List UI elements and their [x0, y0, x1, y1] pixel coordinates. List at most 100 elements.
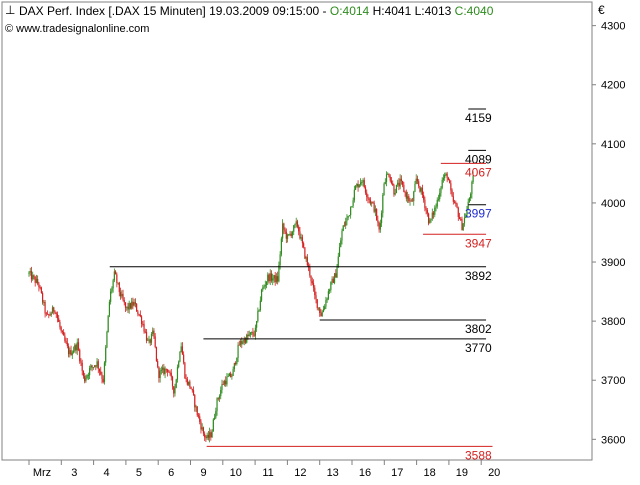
- x-tick-label: Mrz: [33, 467, 51, 479]
- candle-body: [357, 183, 359, 188]
- candle-body: [451, 190, 453, 197]
- candle-body: [284, 229, 286, 232]
- candle-body: [382, 194, 384, 214]
- candle-body: [179, 352, 181, 362]
- candle-body: [60, 327, 62, 332]
- candle-body: [335, 273, 337, 278]
- candle-body: [67, 346, 70, 355]
- candle-body: [137, 311, 139, 315]
- candle-body: [158, 366, 160, 378]
- candle-body: [53, 307, 55, 312]
- candle-body: [90, 365, 92, 369]
- candle-body: [49, 314, 51, 316]
- candle-body: [288, 234, 290, 235]
- candle-body: [108, 301, 111, 316]
- plot-border: [1, 1, 593, 461]
- candle-body: [143, 323, 145, 332]
- candle-body: [336, 267, 338, 278]
- candle-body: [85, 378, 87, 382]
- candle-body: [144, 331, 146, 333]
- candle-body: [139, 314, 141, 317]
- candle-body: [311, 281, 313, 284]
- candle-body: [385, 174, 388, 182]
- candle-body: [92, 366, 94, 368]
- candle-body: [142, 323, 144, 325]
- x-tick-label: 4: [104, 467, 110, 479]
- candle-body: [220, 389, 222, 397]
- candle-body: [180, 346, 182, 353]
- candle-body: [265, 281, 268, 286]
- candle-body: [209, 432, 211, 438]
- candle-body: [159, 370, 161, 378]
- candle-body: [353, 189, 355, 201]
- candle-body: [132, 301, 134, 306]
- candle-body: [458, 216, 461, 220]
- candle-body: [346, 217, 348, 222]
- candle-body: [403, 184, 405, 192]
- level-label-4089: 4089: [465, 152, 492, 166]
- candle-body: [408, 196, 410, 202]
- candle-body: [55, 312, 57, 315]
- candle-body: [373, 202, 375, 212]
- candle-body: [82, 370, 85, 377]
- candle-body: [399, 178, 401, 187]
- candle-body: [470, 194, 472, 199]
- candle-body: [317, 307, 320, 309]
- candle-body: [404, 191, 406, 193]
- candle-body: [91, 365, 93, 368]
- candle-body: [332, 278, 334, 283]
- candle-body: [410, 200, 412, 202]
- candle-body: [29, 271, 31, 273]
- candle-body: [329, 289, 331, 292]
- candle-body: [376, 209, 378, 221]
- candle-body: [441, 179, 443, 188]
- candle-body: [352, 200, 354, 207]
- candle-body: [201, 427, 203, 430]
- candle-body: [356, 183, 358, 187]
- candle-body: [439, 192, 441, 200]
- candle-body: [465, 216, 467, 218]
- candle-body: [164, 368, 166, 374]
- candle-body: [358, 184, 360, 188]
- candle-body: [279, 254, 281, 266]
- candle-body: [163, 367, 165, 374]
- candle-body: [86, 375, 88, 379]
- candle-body: [306, 257, 308, 266]
- candle-body: [44, 302, 46, 314]
- candle-body: [377, 220, 379, 223]
- candle-body: [152, 330, 154, 334]
- candle-body: [118, 282, 120, 293]
- candle-body: [426, 210, 428, 214]
- candle-body: [35, 278, 38, 283]
- candle-body: [425, 208, 427, 211]
- candle-body: [42, 293, 44, 303]
- level-label-3892: 3892: [465, 269, 492, 283]
- candle-body: [233, 362, 235, 370]
- candle-body: [126, 306, 128, 308]
- candle-body: [400, 178, 402, 181]
- candle-body: [320, 313, 322, 317]
- level-label-3947: 3947: [465, 236, 492, 250]
- candle-body: [171, 376, 174, 387]
- candle-body: [216, 398, 218, 412]
- candle-body: [133, 302, 135, 306]
- candle-body: [312, 283, 315, 288]
- candle-body: [155, 346, 158, 362]
- candle-body: [298, 226, 300, 232]
- candle-body: [436, 199, 438, 207]
- open-value: O:4014: [330, 4, 370, 18]
- candle-body: [226, 376, 228, 385]
- candle-body: [393, 185, 395, 195]
- candle-body: [418, 181, 420, 187]
- candle-body: [419, 186, 421, 192]
- chart-header: ⊥ DAX Perf. Index [.DAX 15 Minuten] 19.0…: [5, 3, 605, 35]
- candle-body: [84, 376, 86, 382]
- low-value: L:4013: [415, 4, 452, 18]
- candle-body: [147, 339, 149, 341]
- candle-body: [249, 332, 252, 335]
- candle-body: [456, 203, 458, 208]
- candle-body: [394, 192, 396, 195]
